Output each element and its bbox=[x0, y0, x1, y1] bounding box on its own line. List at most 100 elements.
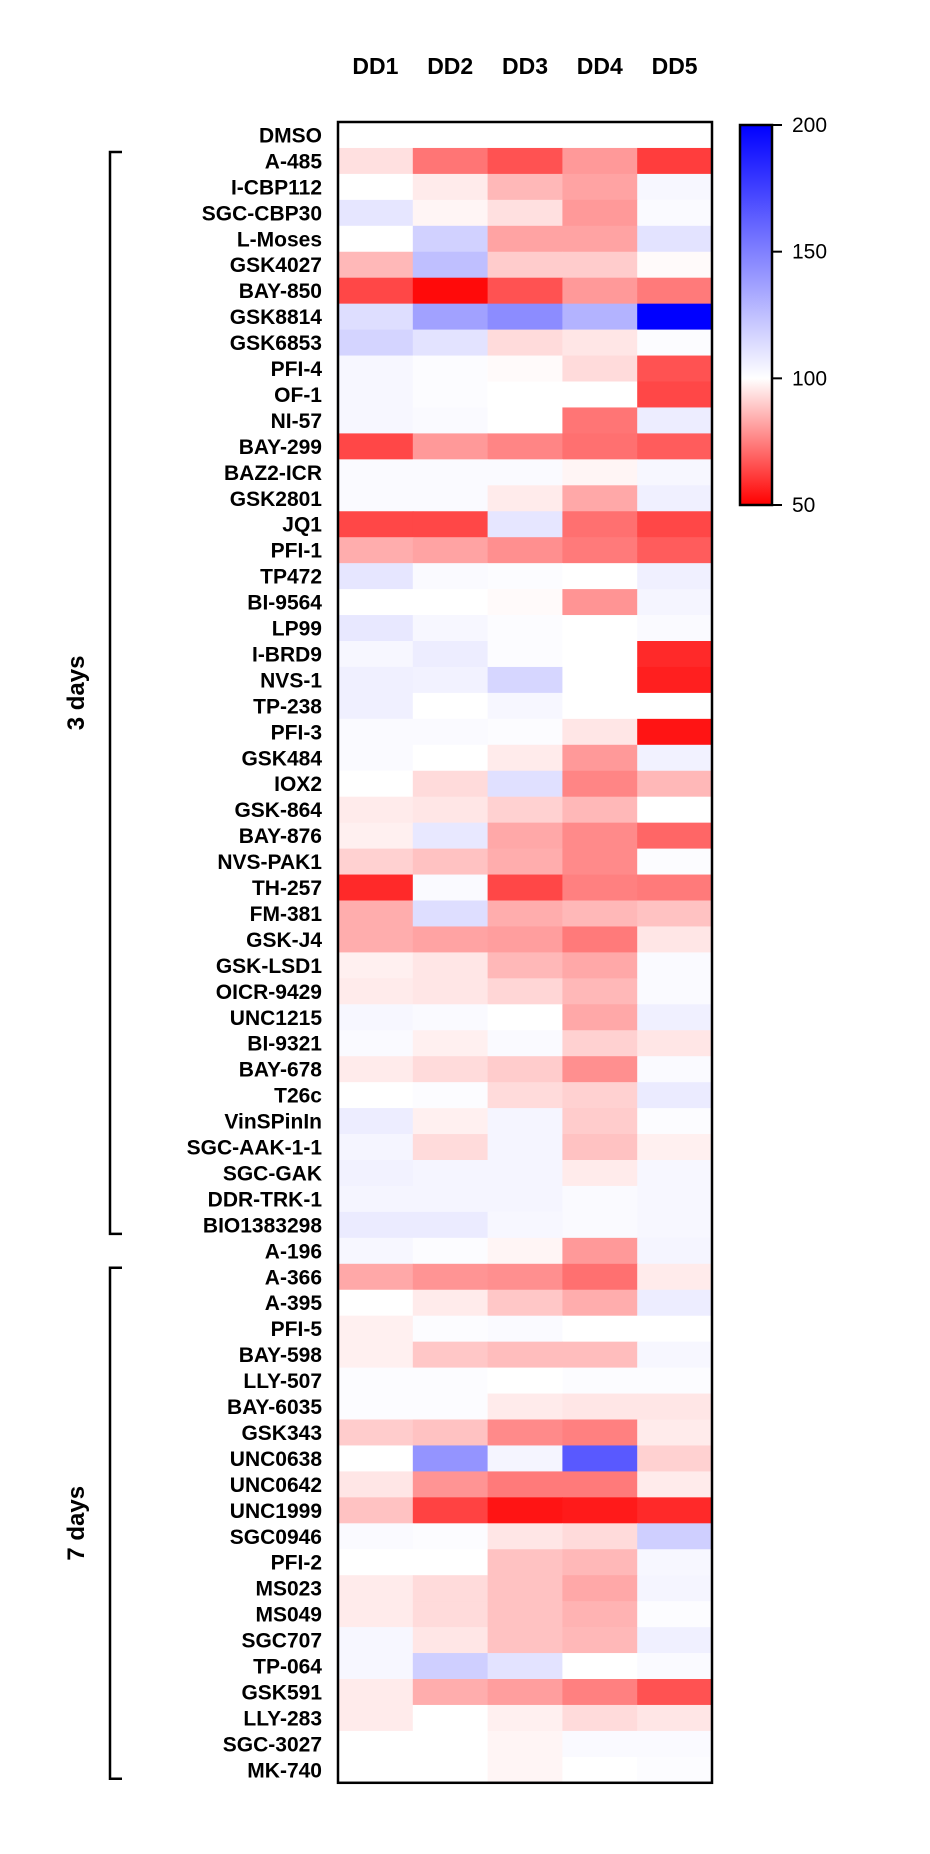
heatmap-cell bbox=[487, 796, 563, 824]
heatmap-cell bbox=[637, 1497, 713, 1524]
heatmap-cell bbox=[412, 874, 489, 902]
heatmap-cell bbox=[338, 1004, 414, 1031]
heatmap-cell bbox=[412, 1289, 489, 1317]
heatmap-cell bbox=[487, 589, 563, 616]
column-label: DD1 bbox=[352, 53, 398, 79]
heatmap-cell bbox=[637, 1134, 713, 1161]
heatmap-cell bbox=[338, 1497, 414, 1524]
heatmap-cell bbox=[487, 459, 563, 486]
row-label: NI-57 bbox=[271, 410, 322, 433]
heatmap-cell bbox=[487, 1030, 563, 1057]
heatmap-cell bbox=[412, 225, 489, 253]
heatmap-cell bbox=[338, 1237, 414, 1265]
heatmap-cell bbox=[637, 718, 713, 746]
row-label: NVS-PAK1 bbox=[217, 851, 322, 874]
heatmap-cell bbox=[412, 1082, 489, 1109]
heatmap-cell bbox=[637, 329, 713, 357]
heatmap-cell bbox=[562, 744, 638, 772]
heatmap-cell bbox=[637, 900, 713, 928]
heatmap-cell bbox=[562, 1523, 638, 1550]
row-label: SGC-CBP30 bbox=[202, 202, 322, 225]
heatmap-cell bbox=[562, 796, 638, 824]
heatmap-cell bbox=[637, 1575, 713, 1602]
heatmap-cell bbox=[487, 1082, 563, 1109]
heatmap-cell bbox=[338, 355, 414, 383]
heatmap-cell bbox=[412, 615, 489, 642]
heatmap-cell bbox=[338, 1601, 414, 1628]
heatmap-cell bbox=[562, 1497, 638, 1524]
heatmap-cell bbox=[412, 952, 489, 979]
heatmap-cell bbox=[412, 1704, 489, 1732]
row-label: JQ1 bbox=[282, 514, 322, 537]
row-label: T26c bbox=[274, 1085, 322, 1108]
row-label: LLY-507 bbox=[243, 1370, 322, 1393]
heatmap-cell bbox=[562, 1263, 638, 1291]
heatmap-cell bbox=[637, 537, 713, 564]
heatmap-cell bbox=[338, 952, 414, 979]
heatmap-cell bbox=[637, 355, 713, 383]
heatmap-cell bbox=[338, 589, 414, 616]
heatmap-cell bbox=[412, 122, 489, 149]
heatmap-cell bbox=[338, 1575, 414, 1602]
row-label: GSK-864 bbox=[234, 799, 322, 822]
heatmap-cell bbox=[412, 537, 489, 564]
heatmap-cell bbox=[412, 303, 489, 331]
heatmap-cell bbox=[487, 1471, 563, 1498]
heatmap-cell bbox=[562, 173, 638, 201]
heatmap-cell bbox=[412, 926, 489, 953]
heatmap-cell bbox=[412, 1315, 489, 1343]
heatmap-cell bbox=[412, 1185, 489, 1213]
colorbar-tick-label: 150 bbox=[792, 241, 827, 264]
row-label: A-196 bbox=[265, 1240, 322, 1263]
heatmap-cell bbox=[637, 122, 713, 149]
heatmap-cell bbox=[637, 1030, 713, 1057]
heatmap-cell bbox=[562, 1419, 638, 1447]
row-label: OF-1 bbox=[274, 384, 322, 407]
heatmap-cell bbox=[637, 1419, 713, 1447]
heatmap-cell bbox=[562, 1004, 638, 1031]
heatmap-cell bbox=[338, 615, 414, 642]
heatmap-cell bbox=[338, 692, 414, 720]
heatmap-cell bbox=[412, 277, 489, 305]
heatmap-cell bbox=[338, 381, 414, 409]
heatmap-cell bbox=[412, 589, 489, 616]
heatmap-cell bbox=[412, 1601, 489, 1628]
heatmap-cell bbox=[562, 1730, 638, 1758]
row-label: LLY-283 bbox=[243, 1707, 322, 1730]
heatmap-cell bbox=[412, 355, 489, 383]
heatmap-cell bbox=[562, 1289, 638, 1317]
heatmap-cell bbox=[412, 1549, 489, 1576]
heatmap-cell bbox=[562, 848, 638, 876]
row-label: MS049 bbox=[255, 1604, 322, 1627]
heatmap-cell bbox=[637, 1653, 713, 1680]
heatmap-cell bbox=[562, 1160, 638, 1187]
heatmap-cell bbox=[487, 1756, 563, 1784]
heatmap-cell bbox=[412, 459, 489, 486]
heatmap-cell bbox=[412, 1030, 489, 1057]
row-label: PFI-4 bbox=[271, 358, 323, 381]
heatmap-cell bbox=[487, 1419, 563, 1447]
heatmap-cell bbox=[637, 1211, 713, 1239]
row-label: GSK484 bbox=[241, 747, 322, 770]
heatmap-cell bbox=[412, 1679, 489, 1706]
row-label: BI-9564 bbox=[247, 592, 322, 615]
heatmap-cell bbox=[562, 1445, 638, 1472]
heatmap-cell bbox=[562, 1185, 638, 1213]
row-label: PFI-1 bbox=[271, 540, 323, 563]
heatmap-cell bbox=[562, 1471, 638, 1498]
colorbar-tick-label: 100 bbox=[792, 367, 827, 390]
heatmap-cell bbox=[487, 433, 563, 460]
heatmap-cell bbox=[487, 511, 563, 538]
heatmap-cell bbox=[562, 1653, 638, 1680]
row-label: GSK6853 bbox=[230, 332, 322, 355]
heatmap-cell bbox=[338, 1445, 414, 1472]
heatmap-cell bbox=[412, 563, 489, 590]
row-label: BAY-299 bbox=[239, 436, 322, 459]
heatmap-cell bbox=[637, 666, 713, 694]
heatmap-cell bbox=[487, 1211, 563, 1239]
heatmap-cell bbox=[412, 251, 489, 279]
heatmap-cell bbox=[412, 822, 489, 850]
heatmap-cell bbox=[562, 1627, 638, 1654]
heatmap-cell bbox=[637, 381, 713, 409]
heatmap-cell bbox=[412, 1471, 489, 1498]
